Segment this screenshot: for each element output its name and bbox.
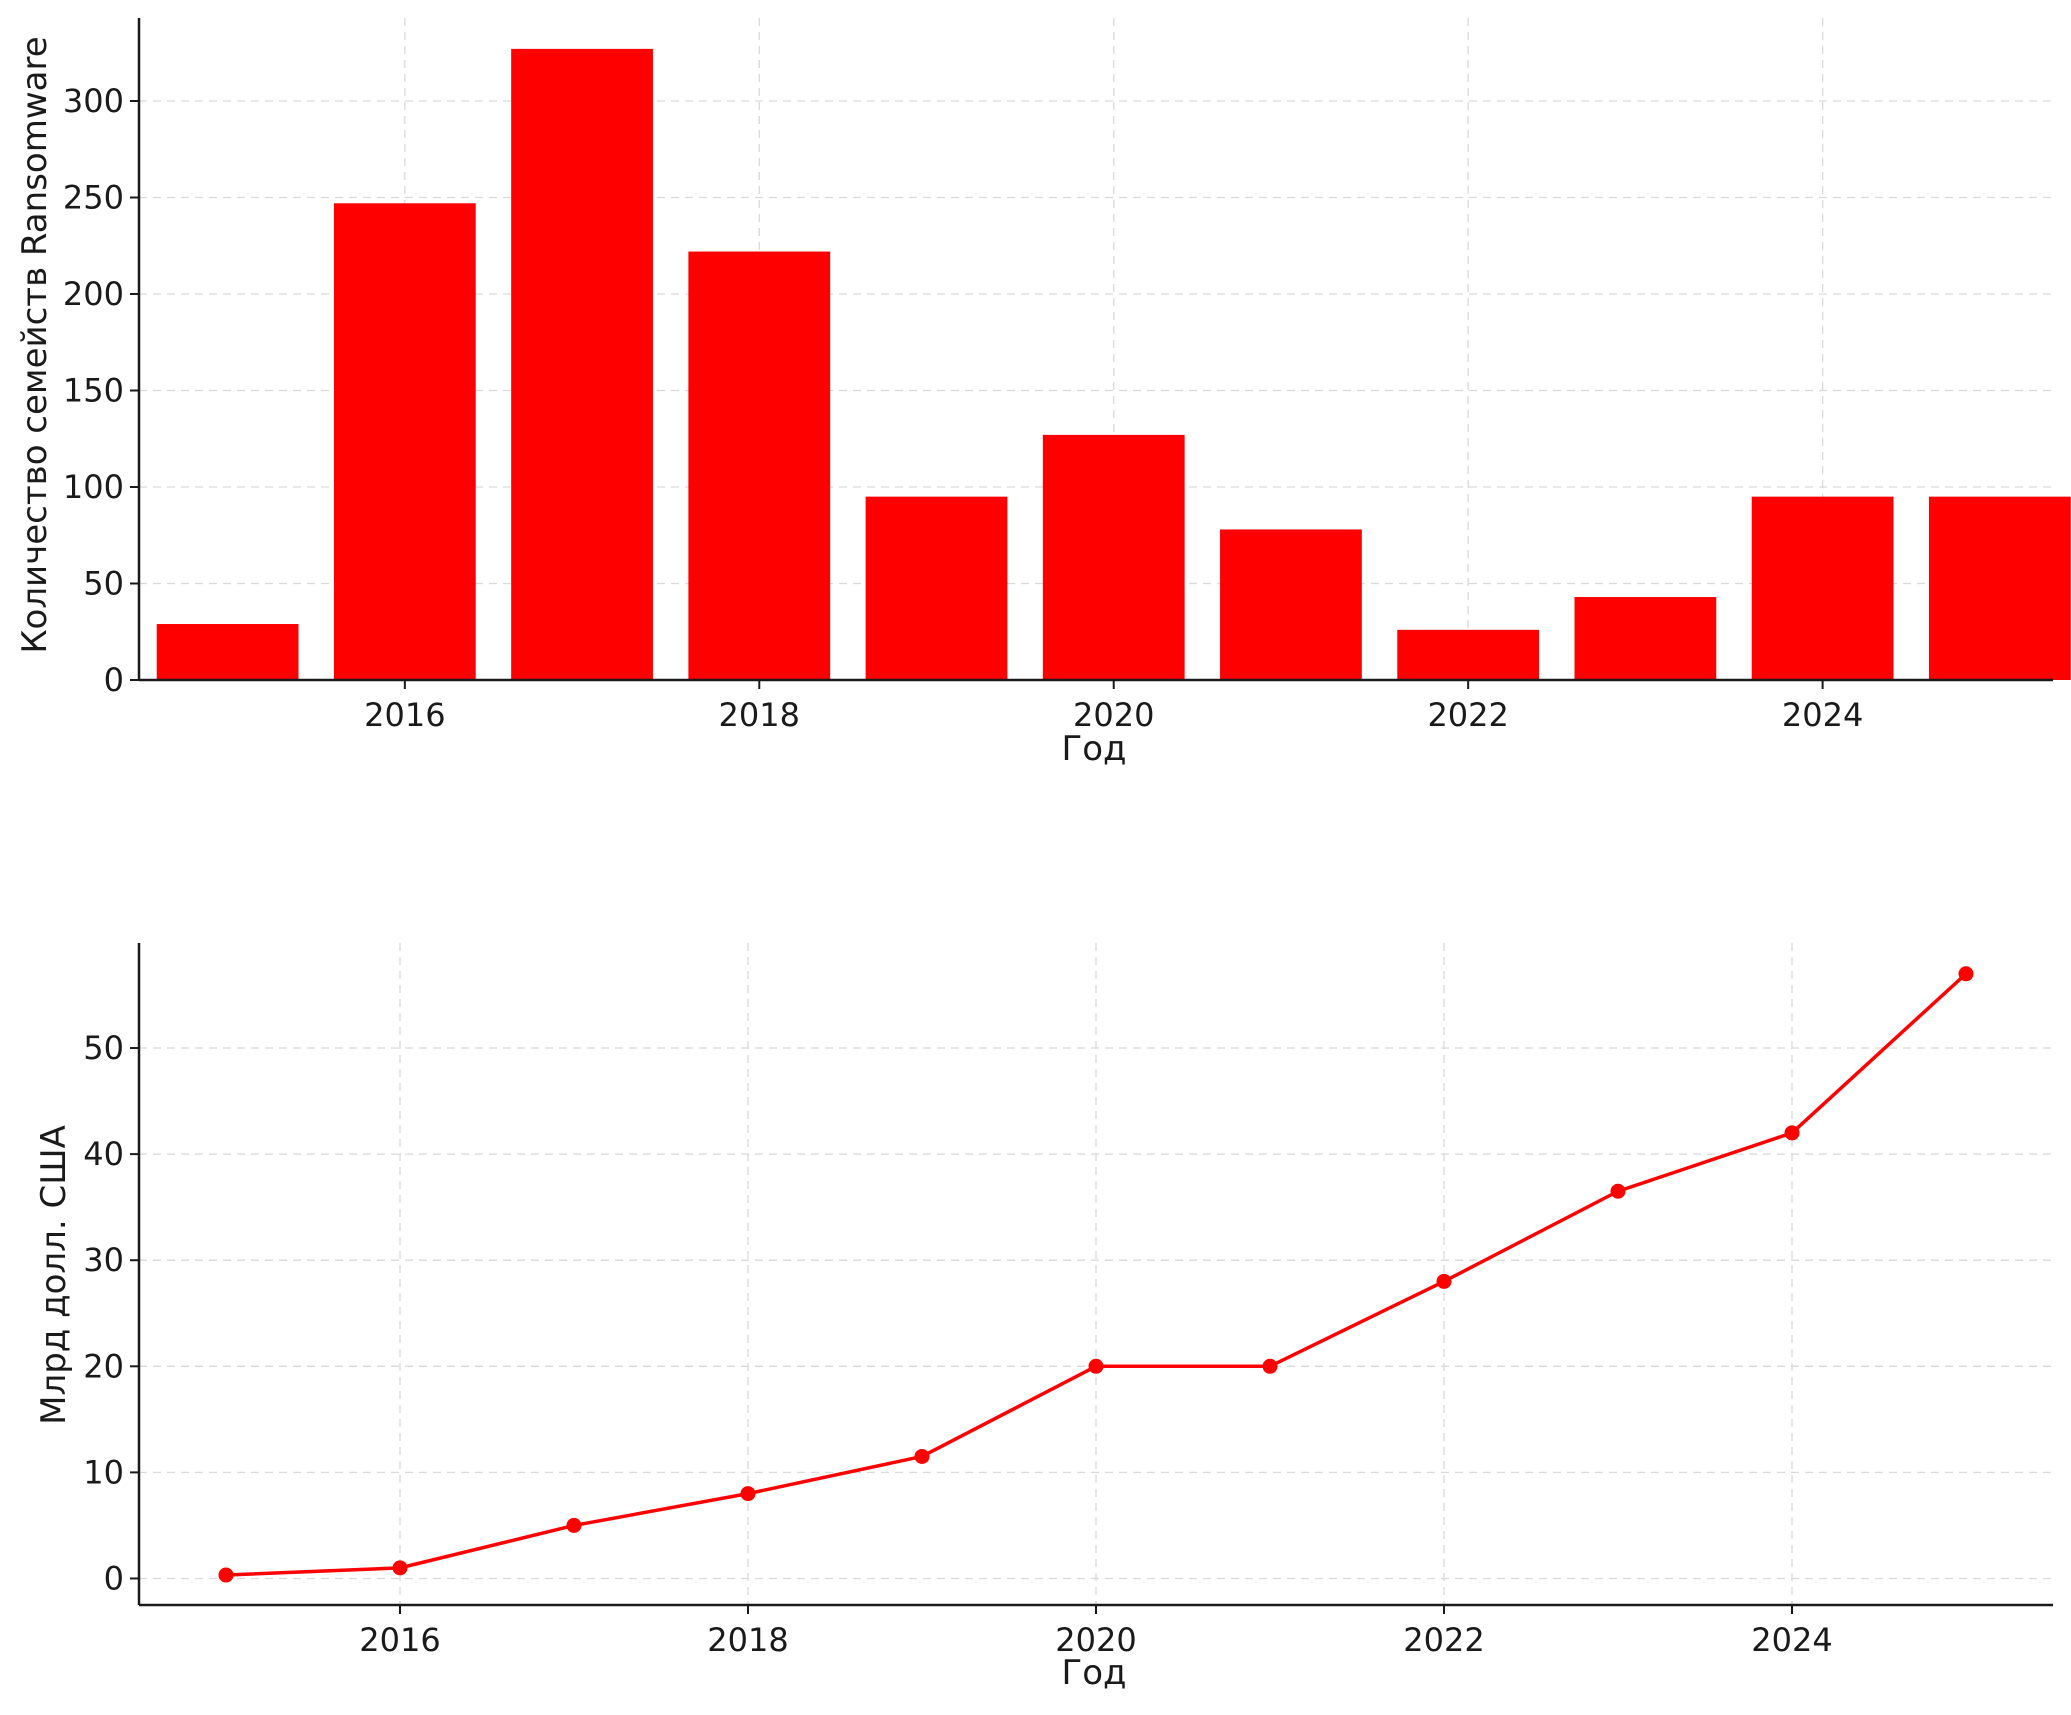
point-2018 — [740, 1486, 756, 1502]
point-2023 — [1610, 1183, 1626, 1199]
point-2020 — [1088, 1358, 1104, 1374]
point-2015 — [218, 1567, 234, 1583]
bar-x-tick-label: 2022 — [1427, 696, 1508, 734]
line-x-tick-label: 2024 — [1751, 1621, 1832, 1659]
point-2024 — [1784, 1125, 1800, 1141]
bar-y-axis-label: Количество семейств Ransomware — [15, 36, 55, 653]
bar-y-tick-label: 300 — [63, 82, 124, 120]
bar-2015 — [156, 624, 299, 680]
line-y-tick-label: 20 — [83, 1347, 124, 1385]
bar-y-tick-label: 50 — [83, 564, 124, 602]
line-y-tick-label: 10 — [83, 1453, 124, 1491]
line-x-axis-label: Год — [1061, 1653, 1126, 1693]
bar-2023 — [1574, 597, 1717, 680]
line-x-tick-label: 2022 — [1403, 1621, 1484, 1659]
bar-2017 — [511, 48, 653, 680]
point-2016 — [392, 1560, 408, 1576]
bar-x-tick-label: 2024 — [1782, 696, 1863, 734]
point-2017 — [566, 1517, 582, 1533]
bar-2024 — [1751, 496, 1894, 680]
bar-y-tick-label: 100 — [63, 468, 124, 506]
line-y-tick-label: 50 — [83, 1029, 124, 1067]
line-x-tick-label: 2018 — [707, 1621, 788, 1659]
line-x-tick-label: 2020 — [1055, 1621, 1136, 1659]
bar-x-tick-label: 2016 — [364, 696, 445, 734]
bar-x-axis-label: Год — [1061, 729, 1126, 769]
bar-2021 — [1220, 529, 1362, 680]
bar-2016 — [333, 203, 476, 680]
line-chart-panel: 2016 2018 2020 2022 2024 0 10 20 30 40 50 Год Млрд… — [34, 943, 2053, 1693]
bar-x-tick-label: 2020 — [1073, 696, 1154, 734]
bar-2018 — [688, 251, 831, 681]
point-2019 — [914, 1448, 930, 1464]
bar-chart-panel: 2016 2018 2020 2022 2024 0 50 100 150 200 250 300 Г… — [15, 18, 2071, 769]
point-2025 — [1958, 966, 1974, 982]
line-y-tick-label: 0 — [104, 1559, 124, 1597]
bar-y-tick-label: 150 — [63, 371, 124, 409]
point-2022 — [1436, 1273, 1452, 1289]
bar-y-tick-label: 200 — [63, 275, 124, 313]
line-y-axis-label: Млрд долл. США — [34, 1125, 74, 1425]
bar-y-tick-label: 250 — [63, 178, 124, 216]
bar-2019 — [865, 496, 1008, 680]
bar-2020 — [1042, 434, 1185, 680]
line-x-tick-label: 2016 — [359, 1621, 440, 1659]
bar-x-tick-label: 2018 — [719, 696, 800, 734]
bar-y-tick-label: 0 — [104, 661, 124, 699]
bar-2022 — [1397, 629, 1540, 680]
point-2021 — [1262, 1358, 1278, 1374]
line-y-tick-label: 40 — [83, 1135, 124, 1173]
line-y-tick-label: 30 — [83, 1241, 124, 1279]
line-series — [225, 972, 1968, 1577]
bar-2025 — [1928, 496, 2071, 680]
